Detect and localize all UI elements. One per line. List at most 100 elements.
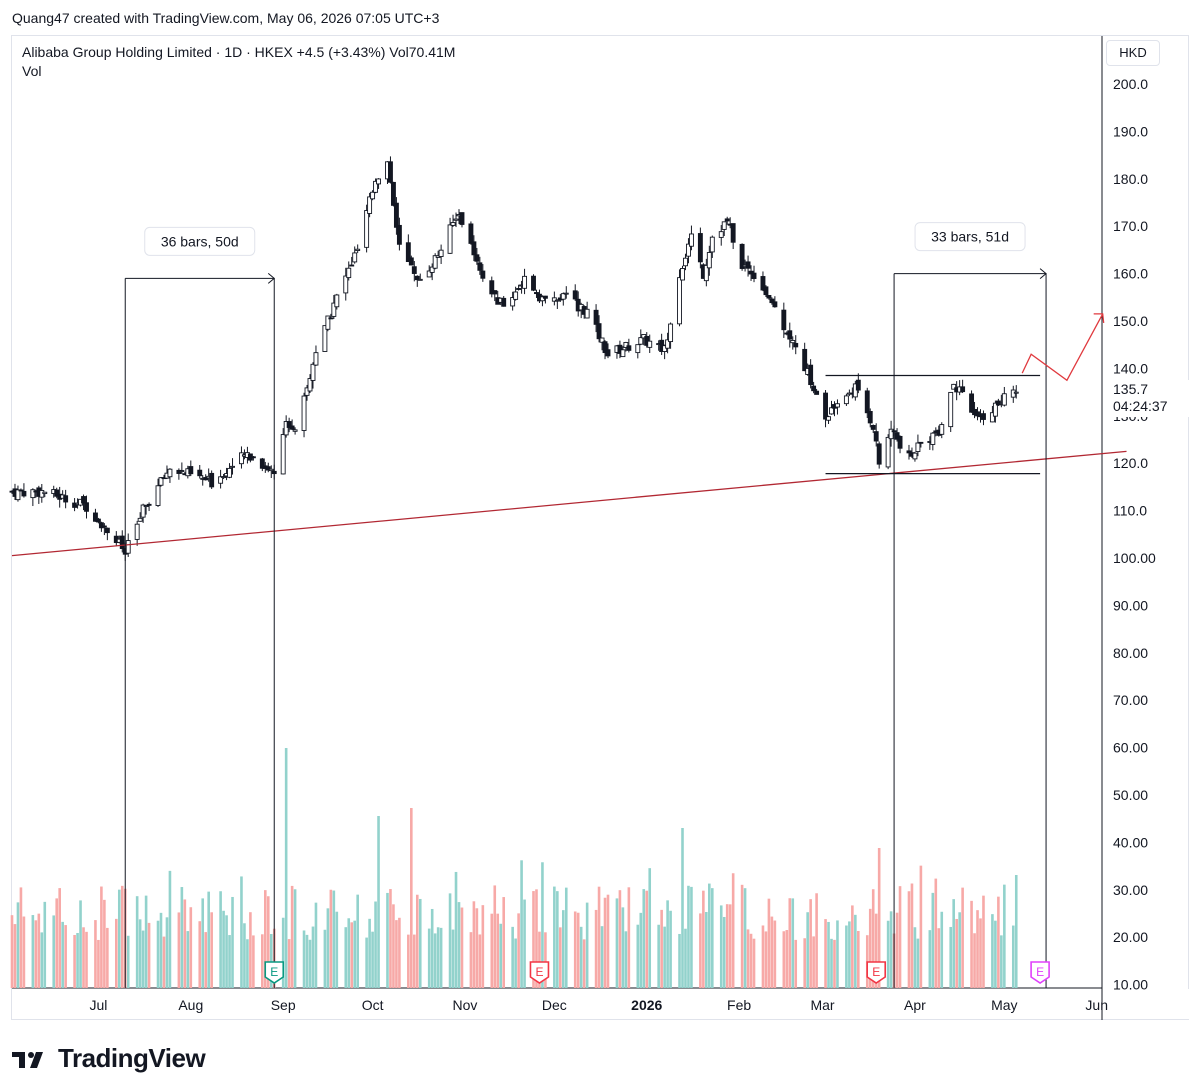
- candle-body: [188, 466, 194, 475]
- volume-bar: [520, 860, 523, 988]
- candle-body: [81, 496, 86, 504]
- candle-body: [15, 489, 21, 501]
- volume-bar: [731, 873, 735, 988]
- earnings-flag: [264, 961, 285, 984]
- volume-bar: [377, 816, 380, 988]
- time-tick-label: May: [991, 997, 1017, 1013]
- volume-bar: [705, 912, 708, 988]
- candle-body: [280, 434, 286, 475]
- candle-body: [137, 517, 143, 522]
- candle-body: [686, 243, 691, 257]
- volume-bar: [618, 890, 622, 988]
- volume-bar: [126, 935, 130, 988]
- volume-bar: [225, 915, 228, 988]
- candle-body: [158, 477, 164, 486]
- volume-bar: [261, 934, 264, 988]
- volume-bar: [293, 889, 297, 988]
- volume-bar: [812, 936, 815, 988]
- volume-bar: [392, 904, 395, 988]
- volume-bar: [374, 901, 377, 988]
- candle-body: [951, 383, 957, 390]
- volume-bar: [517, 913, 520, 988]
- volume-bar: [660, 909, 663, 988]
- price-tick-label: 150.0: [1113, 313, 1148, 329]
- brand-name: TradingView: [58, 1043, 206, 1073]
- time-tick-label: Jul: [89, 997, 107, 1013]
- time-tick-label: Sep: [271, 997, 296, 1013]
- volume-bar: [889, 911, 893, 988]
- volume-bar: [895, 912, 899, 988]
- volume-bar: [427, 928, 431, 988]
- candle-body: [63, 495, 69, 503]
- candle-body: [101, 525, 107, 528]
- candle-body: [227, 467, 232, 478]
- candle-body: [411, 266, 417, 274]
- candle-body: [772, 301, 778, 308]
- volume-bar: [597, 886, 601, 988]
- volume-bar: [544, 932, 547, 988]
- volume-bar: [347, 918, 351, 988]
- candle-body: [873, 431, 879, 442]
- chart-credit: Quang47 created with TradingView.com, Ma…: [12, 10, 440, 26]
- currency-selector[interactable]: HKD: [1106, 40, 1160, 66]
- candle-body: [438, 249, 444, 257]
- volume-bar: [615, 898, 619, 988]
- volume-bar: [803, 938, 806, 988]
- candle-body: [343, 275, 349, 294]
- candle-body: [310, 363, 316, 381]
- candle-body: [635, 344, 641, 354]
- volume-bar: [407, 934, 410, 988]
- price-tick-label: 10.00: [1113, 977, 1148, 993]
- volume-bar: [117, 889, 121, 988]
- volume-bar: [243, 923, 246, 988]
- volume-bar: [523, 899, 526, 988]
- candle-body: [706, 252, 712, 269]
- candle-body: [1001, 393, 1007, 406]
- measure-arrowhead: [267, 272, 276, 284]
- volume-bar: [806, 912, 809, 988]
- volume-bar: [624, 931, 628, 988]
- candle-body: [593, 309, 599, 325]
- candle-body: [802, 348, 808, 372]
- candle-body: [376, 178, 381, 185]
- candle-body: [563, 292, 569, 295]
- volume-bar: [851, 905, 854, 988]
- volume-bar: [415, 894, 419, 988]
- candle-body: [292, 429, 298, 432]
- candle-body: [906, 450, 912, 454]
- candle-body: [72, 502, 78, 508]
- candle-body: [125, 540, 131, 554]
- candle-body: [709, 236, 715, 253]
- volume-bar: [690, 886, 693, 988]
- candle-body: [513, 291, 519, 300]
- volume-bar: [76, 932, 79, 988]
- time-tick-label: 2026: [631, 997, 662, 1013]
- volume-bar: [94, 920, 97, 988]
- candle-body: [539, 296, 545, 302]
- candle-body: [474, 254, 480, 262]
- candle-body: [730, 223, 736, 243]
- price-candles[interactable]: [9, 156, 1019, 561]
- measure-label: 33 bars, 51d: [931, 229, 1009, 245]
- candle-body: [697, 233, 703, 263]
- candle-body: [912, 452, 918, 460]
- earnings-letter: E: [872, 965, 880, 979]
- drawing-layer[interactable]: 36 bars, 50d 33 bars, 51d E E E E: [11, 222, 1127, 988]
- candle-body: [218, 476, 224, 484]
- candle-body: [823, 392, 828, 420]
- volume-bar: [919, 865, 923, 988]
- volume-bar: [82, 927, 85, 988]
- candle-body: [721, 221, 727, 230]
- candle-body: [826, 416, 831, 421]
- candle-body: [605, 349, 611, 357]
- volume-bar: [722, 916, 726, 988]
- volume-bar: [43, 901, 47, 988]
- volume-bar: [177, 912, 181, 988]
- volume-bar: [228, 935, 231, 988]
- candle-body: [787, 330, 793, 340]
- candle-body: [745, 261, 751, 269]
- earnings-marker: E: [264, 961, 285, 984]
- price-tick-label: 100.00: [1113, 550, 1156, 566]
- volume-bar: [958, 912, 961, 988]
